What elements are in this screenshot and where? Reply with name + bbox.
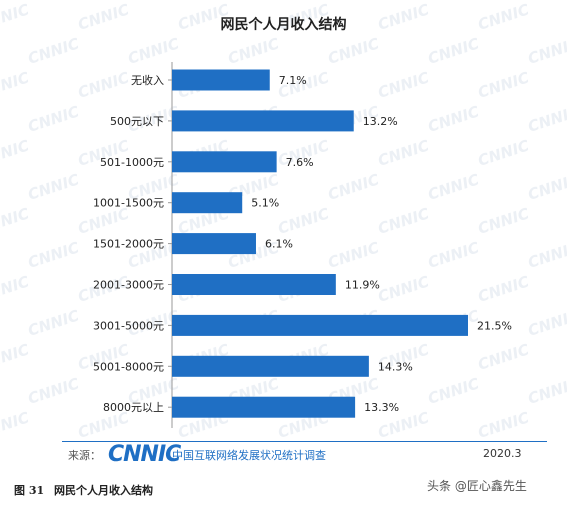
figure-number: 图 31 (14, 484, 45, 497)
category-label: 501-1000元 (100, 156, 164, 169)
data-label: 14.3% (378, 360, 413, 373)
category-label: 5001-8000元 (93, 360, 164, 373)
bar (172, 151, 277, 173)
data-label: 11.9% (345, 279, 380, 292)
footer-brand-logo: CNNIC (108, 442, 181, 467)
bar (172, 110, 354, 132)
category-label: 无收入 (131, 73, 164, 87)
bar (172, 355, 369, 377)
category-label: 2001-3000元 (93, 279, 164, 292)
bar-chart: 无收入 7.1% 500元以下 13.2% 501-1000元 7.6% 1001-1500… (93, 62, 512, 428)
bar (172, 192, 243, 214)
data-label: 21.5% (477, 319, 512, 332)
bar (172, 274, 336, 295)
data-label: 7.6% (286, 156, 314, 169)
data-label: 6.1% (265, 238, 293, 251)
bar (172, 69, 270, 91)
footer-org-name: 中国互联网络发展状况统计调查 (172, 449, 326, 462)
data-label: 5.1% (251, 197, 279, 210)
category-label: 8000元以上 (103, 401, 164, 414)
bar (172, 396, 356, 418)
chart-title: 网民个人月收入结构 (220, 17, 347, 33)
category-label: 1501-2000元 (93, 238, 164, 251)
footer-date: 2020.3 (483, 447, 522, 460)
footer-source-label: 来源： (68, 449, 101, 462)
category-label: 500元以下 (110, 115, 164, 128)
category-label: 3001-5000元 (93, 319, 164, 332)
data-label: 13.3% (364, 401, 399, 414)
bar (172, 314, 468, 336)
author-credit: 头条 @匠心鑫先生 (427, 479, 527, 493)
data-label: 13.2% (363, 115, 398, 128)
footer-divider (62, 441, 547, 442)
bar (172, 233, 256, 255)
figure-caption: 网民个人月收入结构 (54, 484, 153, 497)
category-label: 1001-1500元 (93, 197, 164, 210)
data-label: 7.1% (279, 74, 307, 87)
